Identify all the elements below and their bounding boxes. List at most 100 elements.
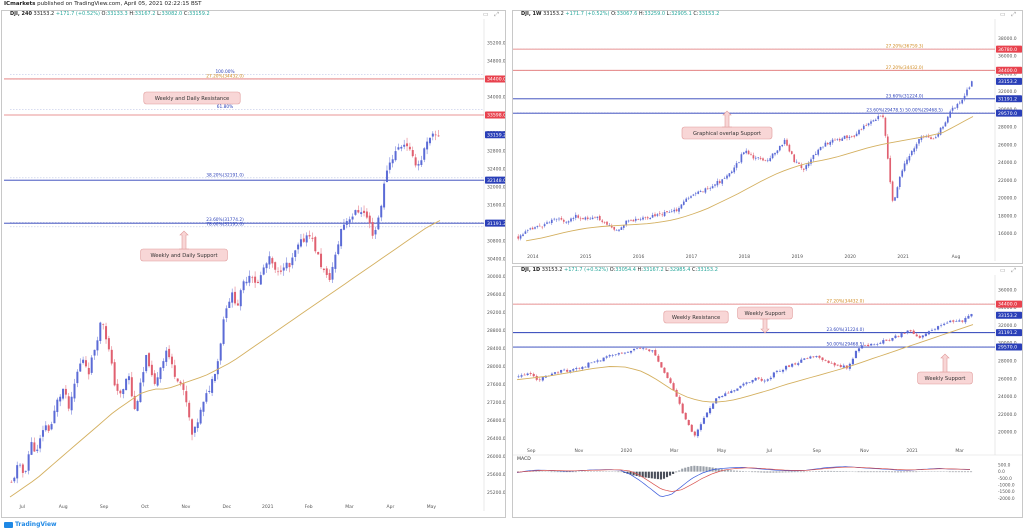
candle-up — [721, 396, 724, 398]
tradingview-footer[interactable]: TradingView — [4, 521, 57, 528]
candle-down — [932, 138, 935, 140]
candle-up — [702, 417, 706, 424]
candle-down — [234, 291, 237, 304]
candle-up — [697, 191, 700, 194]
candle-down — [110, 349, 113, 364]
chart-panel-1w[interactable]: DJI, 1W 33153.2 +171.7 (+0.52%) O:33067.… — [512, 10, 1023, 264]
high-value: 33259.0 — [644, 11, 666, 17]
candle-up — [44, 425, 47, 431]
x-tick-label: Nov — [182, 504, 191, 510]
candle-up — [901, 170, 904, 177]
ohlc-values: O:33067.6 H:33259.0 L:32905.1 C:33153.2 — [611, 11, 720, 17]
candle-up — [690, 196, 692, 198]
annotation-arrow — [760, 318, 770, 334]
candle-up — [79, 363, 82, 372]
macd-histogram-bar — [678, 470, 681, 472]
candle-up — [248, 275, 251, 283]
candle-up — [651, 214, 654, 218]
macd-histogram-bar — [632, 471, 635, 476]
macd-histogram-bar — [693, 465, 696, 472]
chart-panel-1d[interactable]: DJI, 1D 33153.2 +171.7 (+0.52%) O:33054.… — [512, 266, 1023, 518]
candle-down — [10, 481, 13, 483]
candle-up — [730, 171, 733, 174]
candle-down — [672, 383, 675, 391]
macd-histogram-bar — [833, 470, 836, 472]
panel-header-4h: DJI, 240 33153.2 +171.7 (+0.52%) O:33133… — [10, 10, 210, 18]
candle-up — [526, 230, 529, 231]
x-tick-label: 2016 — [633, 254, 645, 260]
candle-up — [836, 139, 839, 140]
candle-up — [553, 218, 556, 220]
candle-down — [846, 135, 848, 138]
x-tick-label: Dec — [222, 504, 231, 510]
macd-histogram-bar — [839, 471, 842, 472]
candle-up — [193, 426, 196, 433]
candle-down — [87, 367, 90, 375]
x-tick-label: 2021 — [262, 504, 274, 510]
candle-up — [388, 162, 391, 170]
y-tick-label: 30000.0 — [487, 274, 505, 280]
candle-up — [714, 184, 716, 186]
candle-up — [623, 352, 626, 354]
fib-label: 61.80% — [217, 104, 233, 110]
candle-down — [764, 159, 767, 161]
panel-controls[interactable]: ▭ ⤢ — [999, 268, 1018, 274]
panel-controls[interactable]: ▭ ⤢ — [999, 12, 1018, 18]
candle-up — [615, 230, 618, 231]
macd-histogram-bar — [638, 471, 641, 477]
candle-down — [654, 350, 657, 356]
candle-up — [162, 361, 165, 369]
candle-up — [417, 164, 420, 166]
price-tag-bg — [996, 329, 1022, 337]
candle-up — [145, 355, 148, 372]
y-tick-label: 35200.0 — [487, 40, 505, 46]
candle-down — [657, 355, 660, 362]
candle-down — [644, 217, 647, 218]
candle-down — [314, 237, 317, 252]
macd-histogram-bar — [690, 466, 693, 472]
candle-up — [553, 372, 557, 374]
candle-up — [626, 352, 630, 353]
candle-up — [397, 147, 400, 150]
price-label: 33153.2 — [541, 267, 563, 273]
candle-up — [219, 343, 222, 361]
annotation-arrow — [940, 353, 950, 373]
candle-up — [874, 119, 877, 121]
candle-up — [891, 337, 894, 341]
candle-up — [340, 228, 343, 247]
candle-down — [860, 129, 863, 130]
candle-up — [858, 130, 860, 135]
y-tick-label: 34000.0 — [998, 71, 1017, 77]
candle-down — [838, 138, 841, 141]
chart-1w-svg[interactable]: 16000.0 18000.0 20000.0 22000.0 24000.0 26000… — [513, 11, 1022, 263]
macd-histogram-bar — [532, 471, 535, 472]
y-tick-label: 26000.0 — [998, 142, 1017, 148]
candle-down — [661, 214, 664, 216]
chart-4h-svg[interactable]: 25200.0 25600.0 26000.0 26400.0 26800.0 27200… — [2, 11, 505, 517]
candle-up — [769, 158, 772, 161]
annotation-box — [143, 91, 241, 105]
candle-down — [909, 330, 912, 332]
macd-histogram-bar — [662, 471, 666, 479]
candle-up — [611, 355, 614, 356]
y-tick-label: 28000.0 — [487, 364, 505, 370]
candle-up — [807, 163, 810, 167]
y-tick-label: 32000.0 — [998, 89, 1017, 95]
candle-down — [113, 362, 116, 386]
price-tag: 32148.0 — [487, 178, 505, 184]
panel-controls[interactable]: ▭ ⤢ — [482, 12, 501, 18]
price-tag: 34400.0 — [998, 68, 1017, 74]
candle-up — [584, 366, 587, 368]
candle-down — [885, 339, 888, 341]
macd-histogram-bar — [763, 471, 766, 473]
candle-down — [279, 270, 282, 272]
chart-1d-svg[interactable]: 20000.022000.024000.026000.028000.030000… — [513, 267, 1022, 517]
x-tick-label: Oct — [141, 504, 149, 510]
candle-up — [940, 325, 943, 326]
chart-panel-4h[interactable]: DJI, 240 33153.2 +171.7 (+0.52%) O:33133… — [1, 10, 506, 518]
candle-up — [736, 388, 739, 391]
change-label: +171.7 (+0.52%) — [564, 267, 609, 273]
candle-down — [752, 155, 755, 159]
candle-down — [371, 222, 374, 236]
candle-up — [936, 326, 940, 330]
